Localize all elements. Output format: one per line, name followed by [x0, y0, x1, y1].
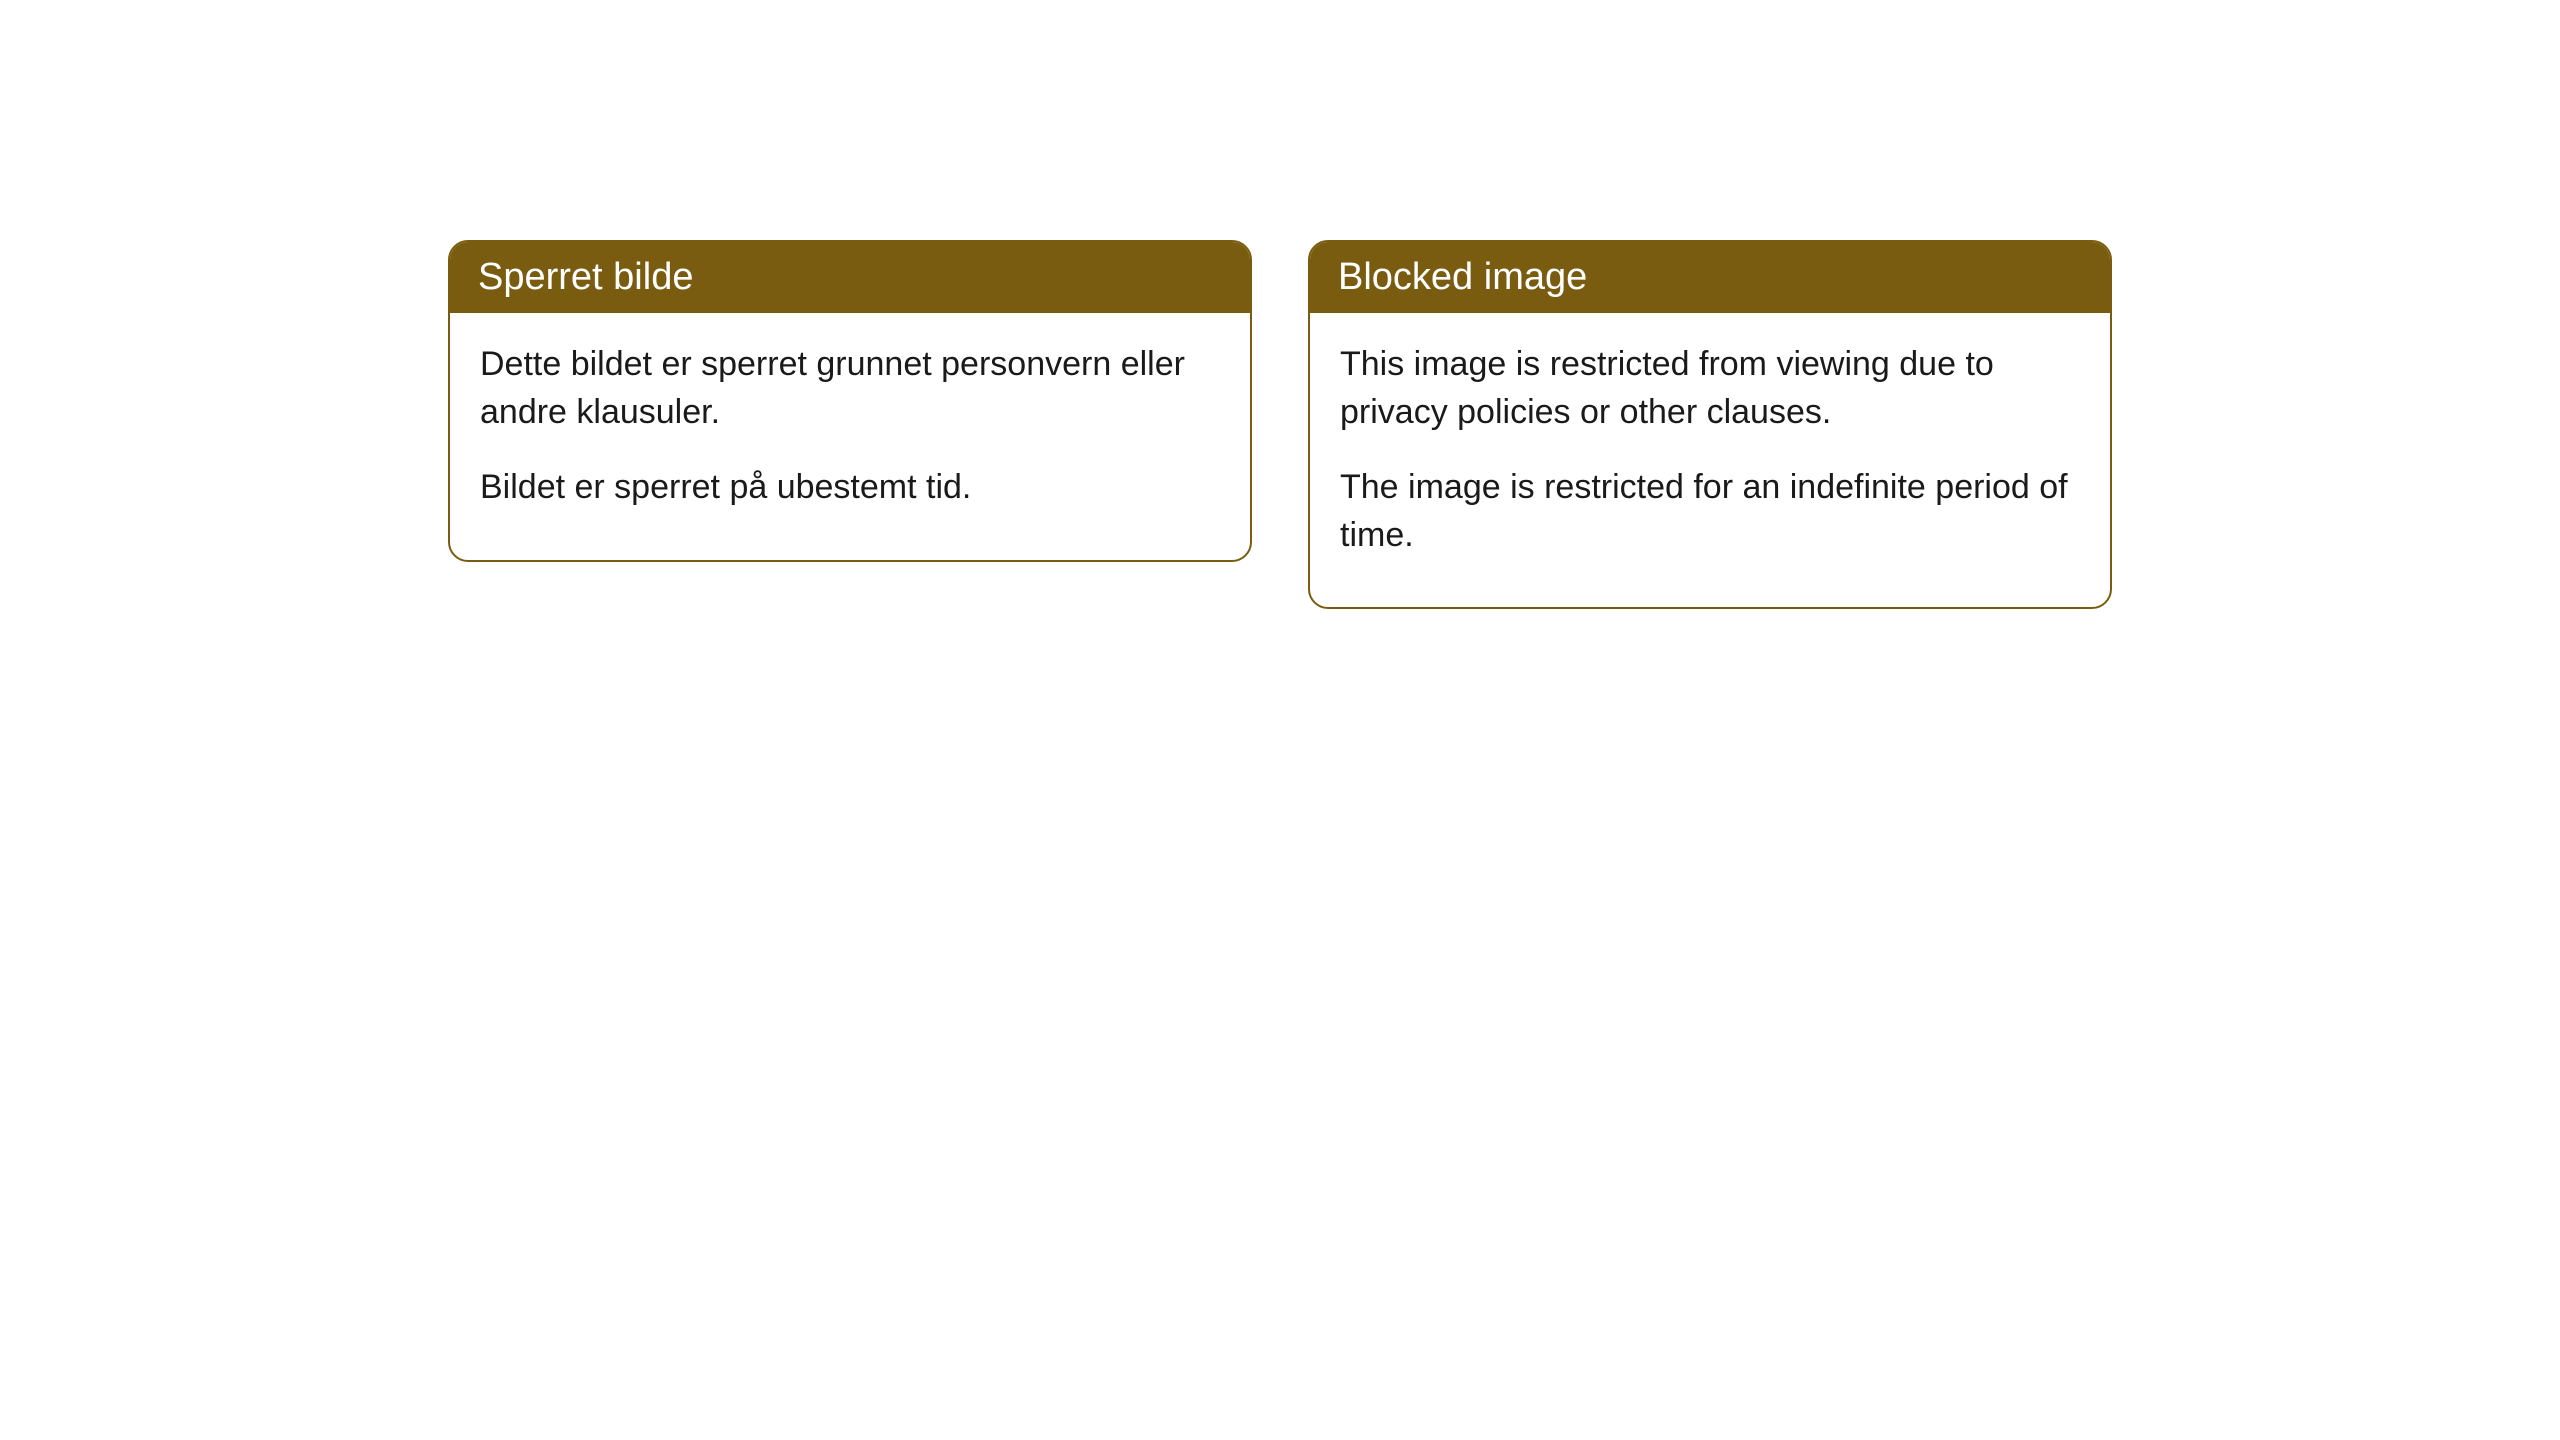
- card-body: Dette bildet er sperret grunnet personve…: [450, 313, 1250, 560]
- card-header: Blocked image: [1310, 242, 2110, 313]
- blocked-image-card-norwegian: Sperret bilde Dette bildet er sperret gr…: [448, 240, 1252, 562]
- card-title: Blocked image: [1338, 256, 1587, 298]
- blocked-image-card-english: Blocked image This image is restricted f…: [1308, 240, 2112, 609]
- card-paragraph-1: This image is restricted from viewing du…: [1340, 341, 2080, 436]
- card-title: Sperret bilde: [478, 256, 693, 298]
- card-paragraph-2: The image is restricted for an indefinit…: [1340, 464, 2080, 559]
- card-paragraph-2: Bildet er sperret på ubestemt tid.: [480, 464, 1220, 512]
- card-paragraph-1: Dette bildet er sperret grunnet personve…: [480, 341, 1220, 436]
- cards-container: Sperret bilde Dette bildet er sperret gr…: [448, 240, 2112, 1440]
- card-body: This image is restricted from viewing du…: [1310, 313, 2110, 607]
- card-header: Sperret bilde: [450, 242, 1250, 313]
